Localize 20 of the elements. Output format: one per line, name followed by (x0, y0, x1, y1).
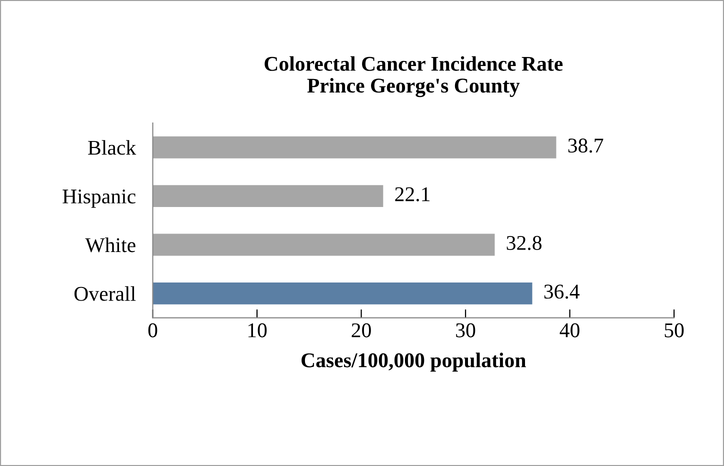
x-tick-label: 30 (456, 323, 476, 338)
bar (152, 136, 556, 158)
y-tick-label: White (85, 238, 136, 252)
x-tick-label: 10 (248, 323, 267, 338)
y-tick-label: Overall (74, 286, 136, 301)
data-label: 22.1 (395, 187, 430, 202)
x-tick-label: 0 (148, 323, 158, 338)
data-label: 38.7 (568, 138, 604, 153)
data-label: 32.8 (506, 236, 542, 250)
x-axis-title: Cases/100,000 population (302, 352, 526, 372)
chart-title: Colorectal Cancer Incidence Rate Prince George's County (264, 56, 563, 98)
y-tick-label: Black (88, 140, 136, 155)
data-label: 36.4 (544, 284, 580, 299)
x-tick-label: 50 (664, 323, 684, 338)
y-tick-label: Hispanic (62, 190, 136, 208)
x-tick-label: 20 (352, 323, 371, 338)
x-tick-label: 40 (560, 323, 580, 338)
bar (152, 234, 495, 256)
bar (152, 185, 384, 208)
bar (152, 282, 532, 304)
